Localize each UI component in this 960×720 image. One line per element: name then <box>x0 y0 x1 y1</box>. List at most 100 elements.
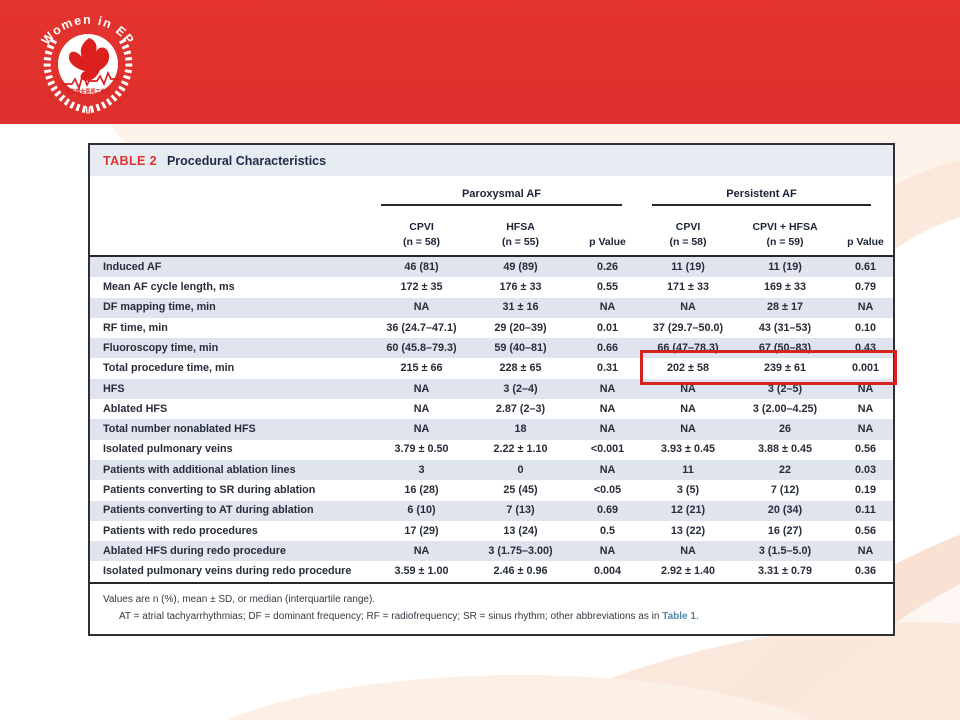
row-label: DF mapping time, min <box>103 301 216 314</box>
cell: 0.56 <box>855 443 877 456</box>
cell: NA <box>599 544 616 557</box>
cell: 43 (31–53) <box>758 321 812 334</box>
cell: 60 (45.8–79.3) <box>386 341 457 354</box>
table-row: DF mapping time, min NA 31 ± 16 NA NA 28 ± 17… <box>90 297 894 318</box>
cell: NA <box>857 544 874 557</box>
table-row: Ablated HFS NA 2.87 (2–3) NA NA 3 (2.00–4.25)… <box>90 399 893 419</box>
cell: NA <box>413 382 430 395</box>
cell: 11 (19) <box>671 260 705 273</box>
cell: NA <box>599 423 616 436</box>
cell: 3 (1.75–3.00) <box>488 544 553 557</box>
cell: <0.001 <box>590 443 625 456</box>
group-header-paroxysmal-af: Paroxysmal AF <box>373 176 644 206</box>
cell: 0.10 <box>855 321 877 334</box>
cell: <0.05 <box>593 484 622 497</box>
table-body: Induced AF 46 (81) 49 (89) 0.26 11 (19) 11 (1… <box>90 256 894 582</box>
row-label: Patients with additional ablation lines <box>103 463 296 476</box>
row-label: Isolated pulmonary veins during redo pro… <box>103 565 352 578</box>
table-row: Patients converting to AT during ablatio… <box>90 500 894 521</box>
cell: 0.69 <box>596 504 618 517</box>
table-row: Patients converting to SR during ablatio… <box>90 480 893 500</box>
cell: 2.92 ± 1.40 <box>661 565 715 578</box>
table-row: RF time, min 36 (24.7–47.1) 29 (20–39) 0.01… <box>90 318 893 338</box>
column-header-0: CPVI (n = 58) <box>373 206 470 257</box>
cell: 0.26 <box>596 260 618 273</box>
cell: 202 ± 58 <box>667 362 709 375</box>
cell: 0.004 <box>593 565 622 578</box>
group-header-persistent-af: Persistent AF <box>644 176 894 206</box>
cell: 176 ± 33 <box>499 281 542 294</box>
cell: 3.93 ± 0.45 <box>661 443 715 456</box>
cell: NA <box>857 423 874 436</box>
cell: NA <box>599 463 616 476</box>
cell: NA <box>680 301 696 314</box>
table-row: Mean AF cycle length, ms 172 ± 35 176 ± 33… <box>90 277 893 297</box>
column-header-4: CPVI + HFSA (n = 59) <box>732 206 838 257</box>
table-row: Patients with redo procedures 17 (29) 13 (… <box>90 521 893 541</box>
cell: 0.001 <box>851 362 880 375</box>
cell: 18 <box>514 423 527 436</box>
table-row: Ablated HFS during redo procedure NA 3 (1.… <box>90 541 894 562</box>
table-row: Total procedure time, min 215 ± 66 228 ± 6… <box>90 358 893 378</box>
cell: 3.79 ± 0.50 <box>394 443 449 456</box>
cell: 3.88 ± 0.45 <box>758 443 812 456</box>
cell: NA <box>413 423 430 436</box>
cell: 17 (29) <box>404 524 439 537</box>
column-header-3: CPVI (n = 58) <box>644 206 732 257</box>
cell: 0.5 <box>599 524 615 537</box>
cell: NA <box>599 402 616 415</box>
cell: 3.59 ± 1.00 <box>394 565 449 578</box>
row-label: Induced AF <box>103 260 162 273</box>
cell: 26 <box>778 423 791 436</box>
row-label: Ablated HFS <box>103 402 168 415</box>
row-label: Ablated HFS during redo procedure <box>103 544 286 557</box>
row-label: Mean AF cycle length, ms <box>103 281 235 294</box>
cell: 0.79 <box>855 281 877 294</box>
row-label: Fluoroscopy time, min <box>103 341 219 354</box>
cell: 37 (29.7–50.0) <box>652 321 724 334</box>
logo-caption: 电生理女医师工作组 <box>65 88 110 95</box>
table-row: HFS NA 3 (2–4) NA NA 3 (2–5) NA <box>90 378 894 400</box>
footnote-line2: AT = atrial tachyarrhythmias; DF = domin… <box>103 611 880 622</box>
label-column-spacer <box>90 206 373 257</box>
cell: 0.01 <box>596 321 618 334</box>
cell: 31 ± 16 <box>502 301 539 314</box>
row-label: HFS <box>103 382 125 395</box>
column-header-1: HFSA (n = 55) <box>470 206 571 257</box>
cell: 3.31 ± 0.79 <box>758 565 812 578</box>
cell: 169 ± 33 <box>764 281 806 294</box>
table1-link: Table 1 <box>662 610 696 622</box>
cell: 239 ± 61 <box>764 362 806 375</box>
cell: 11 <box>682 463 694 476</box>
cell: 0.55 <box>596 281 618 294</box>
table-row: Isolated pulmonary veins 3.79 ± 0.50 2.22 … <box>90 440 893 460</box>
laurel-wreath-left-icon <box>43 38 91 114</box>
table-footnotes: Values are n (%), mean ± SD, or median (… <box>90 581 893 634</box>
table-title: Procedural Characteristics <box>166 153 327 168</box>
cell: 3 <box>418 463 425 476</box>
butterfly-figure-icon <box>68 38 110 81</box>
cell: 0.66 <box>596 341 618 354</box>
cell: 12 (21) <box>670 504 706 517</box>
cell: NA <box>413 544 430 557</box>
cell: 0 <box>517 463 524 476</box>
row-label: Total number nonablated HFS <box>103 423 256 436</box>
cell: 3 (2–5) <box>767 382 803 395</box>
cell: 7 (12) <box>770 484 800 497</box>
row-label: RF time, min <box>103 321 168 334</box>
laurel-wreath-right-icon <box>85 38 133 114</box>
row-label: Total procedure time, min <box>103 362 235 375</box>
cell: 36 (24.7–47.1) <box>386 321 457 334</box>
table-row: Induced AF 46 (81) 49 (89) 0.26 11 (19) 11 (1… <box>90 256 894 278</box>
cell: 16 (28) <box>404 484 439 497</box>
cell: 16 (27) <box>767 524 803 537</box>
cell: 28 ± 17 <box>767 301 803 314</box>
cell: NA <box>599 301 616 314</box>
footnote-line2-period: . <box>695 610 699 622</box>
cell: 6 (10) <box>407 504 436 517</box>
cell: 171 ± 33 <box>667 281 709 294</box>
cell: NA <box>680 402 696 415</box>
cell: 66 (47–78.3) <box>657 341 719 354</box>
cell: 215 ± 66 <box>400 362 443 375</box>
